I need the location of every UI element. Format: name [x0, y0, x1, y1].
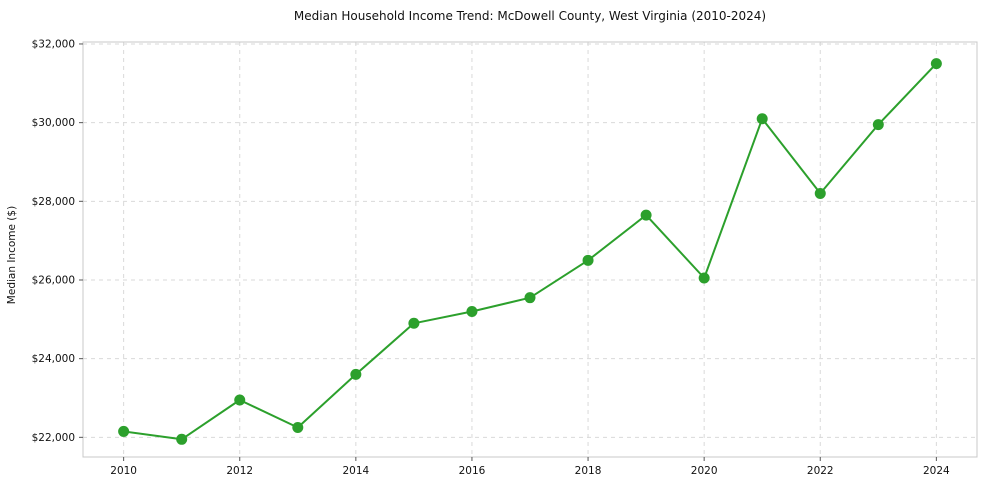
y-tick-label: $24,000 — [32, 353, 75, 365]
plot-border — [82, 41, 978, 458]
x-tick-label: 2022 — [807, 465, 834, 477]
y-tick-label: $22,000 — [32, 432, 75, 444]
series-line — [122, 62, 938, 441]
y-tick-label: $26,000 — [32, 274, 75, 286]
data-point — [176, 433, 188, 445]
x-tick-label: 2016 — [459, 465, 486, 477]
data-point — [350, 368, 362, 380]
data-point — [872, 119, 884, 131]
data-point — [466, 305, 478, 317]
data-point — [698, 272, 710, 284]
data-point — [756, 113, 768, 125]
y-tick-label: $32,000 — [32, 38, 75, 50]
data-point — [814, 187, 826, 199]
data-point — [118, 425, 130, 437]
data-point — [930, 58, 942, 70]
chart-title: Median Household Income Trend: McDowell … — [293, 9, 767, 23]
x-tick-label: 2018 — [575, 465, 602, 477]
x-tick-label: 2010 — [110, 465, 137, 477]
x-tick-label: 2020 — [691, 465, 718, 477]
x-tick-label: 2012 — [226, 465, 253, 477]
data-point — [524, 292, 536, 304]
data-point — [292, 421, 304, 433]
data-point — [408, 317, 420, 329]
data-point — [234, 394, 246, 406]
y-axis-label: Median Income ($) — [6, 205, 18, 305]
data-point — [640, 209, 652, 221]
y-tick-label: $28,000 — [32, 196, 75, 208]
x-tick-label: 2014 — [342, 465, 369, 477]
y-tick-label: $30,000 — [32, 117, 75, 129]
data-point — [582, 254, 594, 266]
x-tick-label: 2024 — [923, 465, 950, 477]
